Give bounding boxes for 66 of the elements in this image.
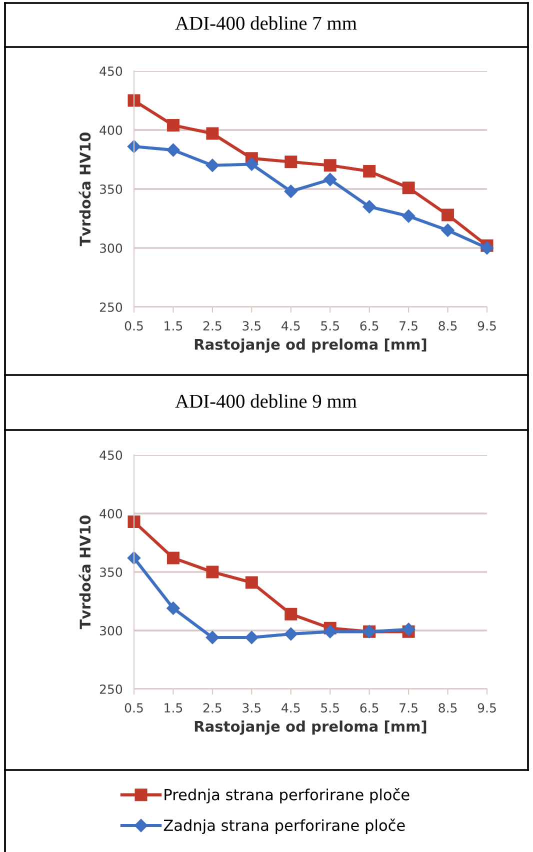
point — [166, 552, 180, 564]
point — [128, 515, 140, 528]
point — [284, 184, 298, 198]
point — [206, 158, 220, 172]
point — [245, 630, 258, 644]
x-tick-label: 5.5 — [321, 703, 339, 713]
chart-title: ADI-400 debline 9 mm — [175, 394, 357, 408]
x-tick-label: 0.5 — [124, 703, 143, 713]
y-tick-label: 450 — [100, 450, 122, 460]
x-axis-title: Rastojanje od preloma [mm] — [194, 338, 426, 353]
x-tick-label: 8.5 — [438, 703, 457, 713]
y-tick-label: 400 — [100, 125, 122, 135]
x-tick-label: 3.5 — [242, 703, 261, 713]
x-tick-label: 1.5 — [164, 703, 182, 713]
point — [324, 625, 337, 638]
point — [284, 627, 298, 641]
point — [402, 182, 415, 194]
point — [362, 200, 376, 214]
chart-title: ADI-400 debline 7 mm — [175, 16, 357, 30]
point — [166, 602, 180, 615]
y-tick-label: 400 — [100, 508, 122, 518]
point — [245, 158, 258, 171]
point — [402, 622, 416, 636]
y-tick-label: 300 — [100, 243, 122, 253]
x-tick-label: 0.5 — [124, 321, 143, 331]
x-tick-label: 9.5 — [478, 703, 496, 713]
point — [284, 608, 298, 620]
x-tick-label: 4.5 — [282, 703, 300, 713]
point — [166, 143, 180, 157]
x-tick-label: 6.5 — [360, 703, 378, 713]
x-tick-label: 8.5 — [438, 321, 457, 331]
y-tick-label: 250 — [100, 684, 122, 694]
x-tick-label: 5.5 — [321, 321, 339, 331]
point — [324, 172, 337, 186]
legend-label: Prednja strana perforirane ploče — [164, 788, 410, 804]
point — [442, 208, 454, 222]
point — [284, 156, 298, 168]
y-axis-title: Tvrdoća HV10 — [78, 132, 91, 246]
point — [324, 159, 336, 172]
y-tick-label: 350 — [100, 184, 122, 194]
x-tick-label: 2.5 — [203, 703, 222, 713]
point — [245, 576, 258, 589]
point — [166, 119, 180, 132]
point — [206, 630, 220, 644]
y-tick-label: 350 — [100, 567, 122, 577]
point — [206, 127, 219, 140]
y-tick-label: 250 — [100, 302, 122, 312]
x-tick-label: 7.5 — [400, 321, 418, 331]
y-tick-label: 300 — [100, 626, 122, 636]
x-tick-label: 4.5 — [282, 321, 300, 331]
point — [363, 165, 376, 178]
y-axis-title: Tvrdoća HV10 — [78, 515, 91, 630]
legend-label: Zadnja strana perforirane ploče — [164, 818, 405, 834]
x-tick-label: 2.5 — [203, 321, 222, 331]
x-tick-label: 9.5 — [478, 321, 496, 331]
y-tick-label: 450 — [100, 66, 122, 76]
x-tick-label: 3.5 — [242, 321, 261, 331]
x-axis-title: Rastojanje od preloma [mm] — [194, 720, 426, 735]
point — [402, 210, 416, 223]
x-tick-label: 1.5 — [164, 321, 182, 331]
point — [480, 241, 494, 255]
point — [441, 224, 454, 237]
point — [128, 94, 140, 107]
x-tick-label: 7.5 — [400, 703, 418, 713]
point — [206, 566, 219, 578]
x-tick-label: 6.5 — [360, 321, 378, 331]
